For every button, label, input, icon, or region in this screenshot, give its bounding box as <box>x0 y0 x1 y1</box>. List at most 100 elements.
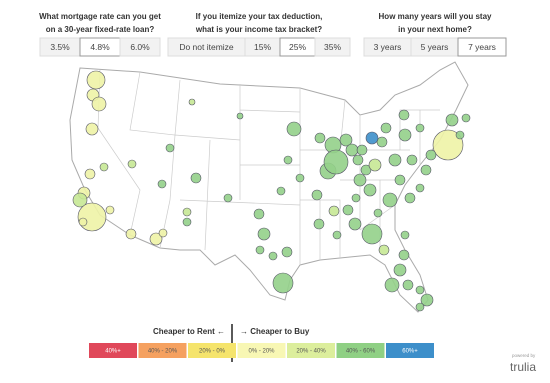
metro-bubble[interactable] <box>77 202 107 232</box>
option-label[interactable]: 15% <box>254 42 271 52</box>
metro-bubble[interactable] <box>353 173 367 187</box>
metro-bubble[interactable] <box>272 272 294 294</box>
option-label[interactable]: 3.5% <box>50 42 70 52</box>
metro-bubble[interactable] <box>283 155 293 165</box>
metro-bubble[interactable] <box>363 183 377 197</box>
metro-bubble[interactable] <box>398 249 410 261</box>
metro-bubble[interactable] <box>268 251 278 261</box>
metro-bubble[interactable] <box>388 153 402 167</box>
metro-bubble[interactable] <box>99 162 109 172</box>
metro-bubble[interactable] <box>415 123 425 133</box>
metro-bubble[interactable] <box>455 130 465 140</box>
metro-bubble[interactable] <box>356 144 368 156</box>
metro-bubble[interactable] <box>91 96 107 112</box>
legend-label: 20% - 0% <box>199 349 226 355</box>
metro-bubble[interactable] <box>78 217 88 227</box>
metro-bubble[interactable] <box>368 158 382 172</box>
option-label[interactable]: 6.0% <box>130 42 150 52</box>
option-label[interactable]: 5 years <box>421 42 449 52</box>
metro-bubble[interactable] <box>348 217 362 231</box>
metro-bubble[interactable] <box>313 218 325 230</box>
option-button[interactable] <box>314 37 351 57</box>
metro-bubble[interactable] <box>332 230 342 240</box>
metro-bubble[interactable] <box>345 143 359 157</box>
metro-bubble[interactable] <box>188 98 196 106</box>
metro-bubble[interactable] <box>361 223 383 245</box>
metro-bubble[interactable] <box>360 164 372 176</box>
metro-bubble[interactable] <box>406 154 418 166</box>
metro-bubble[interactable] <box>86 70 106 90</box>
metro-bubble[interactable] <box>182 207 192 217</box>
metro-bubble[interactable] <box>328 205 340 217</box>
option-label[interactable]: 3 years <box>374 42 402 52</box>
metro-bubble[interactable] <box>404 192 416 204</box>
metro-bubble[interactable] <box>257 227 271 241</box>
metro-bubble[interactable] <box>223 193 233 203</box>
metro-bubble[interactable] <box>425 149 437 161</box>
question: How many years will you stay <box>379 12 492 21</box>
metro-bubble[interactable] <box>85 122 99 136</box>
option-label[interactable]: 7 years <box>468 42 496 52</box>
option-label[interactable]: 25% <box>289 42 306 52</box>
metro-bubble[interactable] <box>295 173 305 183</box>
metro-bubble[interactable] <box>190 172 202 184</box>
metro-bubble[interactable] <box>420 293 434 307</box>
option-button[interactable] <box>119 37 161 57</box>
metro-bubble[interactable] <box>286 121 302 137</box>
metro-bubble[interactable] <box>398 109 410 121</box>
metro-bubble[interactable] <box>445 113 459 127</box>
metro-bubble[interactable] <box>400 230 410 240</box>
metro-bubble[interactable] <box>415 302 425 312</box>
metro-bubble[interactable] <box>72 192 88 208</box>
legend-swatch <box>386 343 434 358</box>
metro-bubble[interactable] <box>105 205 115 215</box>
metro-bubble[interactable] <box>182 217 192 227</box>
metro-bubble[interactable] <box>378 244 390 256</box>
metro-bubble[interactable] <box>276 186 286 196</box>
metro-bubble[interactable] <box>84 168 96 180</box>
buy-label: → Cheaper to Buy <box>240 327 310 336</box>
option-label[interactable]: 35% <box>324 42 341 52</box>
metro-bubble[interactable] <box>339 133 353 147</box>
metro-bubble[interactable] <box>311 189 323 201</box>
metro-bubble[interactable] <box>236 112 244 120</box>
metro-bubble[interactable] <box>365 131 379 145</box>
metro-bubble[interactable] <box>342 204 354 216</box>
metro-bubble[interactable] <box>380 122 392 134</box>
metro-bubble[interactable] <box>255 245 265 255</box>
legend-label: 40% - 60% <box>346 349 376 355</box>
metro-bubble[interactable] <box>352 154 364 166</box>
metro-bubble[interactable] <box>382 192 398 208</box>
metro-bubble[interactable] <box>351 193 361 203</box>
metro-bubble[interactable] <box>415 183 425 193</box>
metro-bubble[interactable] <box>393 263 407 277</box>
metro-bubble[interactable] <box>281 246 293 258</box>
metro-bubble[interactable] <box>127 159 137 169</box>
metro-bubble[interactable] <box>158 228 168 238</box>
question: on a 30-year fixed-rate loan? <box>46 25 155 34</box>
option-label[interactable]: 4.8% <box>90 42 110 52</box>
metro-bubble[interactable] <box>125 228 137 240</box>
metro-bubble[interactable] <box>314 132 326 144</box>
us-outline <box>69 61 469 313</box>
metro-bubble[interactable] <box>420 164 432 176</box>
metro-bubble[interactable] <box>149 232 163 246</box>
metro-bubble[interactable] <box>402 279 414 291</box>
metro-bubble[interactable] <box>461 113 471 123</box>
metro-bubble[interactable] <box>398 128 412 142</box>
question: What mortgage rate can you get <box>39 12 161 21</box>
metro-bubble[interactable] <box>253 208 265 220</box>
metro-bubble[interactable] <box>394 174 406 186</box>
powered-by: powered by <box>512 353 536 358</box>
metro-bubble[interactable] <box>415 285 425 295</box>
metro-bubble[interactable] <box>432 129 464 161</box>
metro-bubble[interactable] <box>384 277 400 293</box>
metro-bubble[interactable] <box>157 179 167 189</box>
metro-bubble[interactable] <box>323 149 349 175</box>
legend-swatch <box>287 343 335 358</box>
metro-bubble[interactable] <box>165 143 175 153</box>
metro-bubble[interactable] <box>376 136 388 148</box>
metro-bubble[interactable] <box>373 208 383 218</box>
option-label[interactable]: Do not itemize <box>179 42 234 52</box>
option-button[interactable] <box>457 37 507 57</box>
